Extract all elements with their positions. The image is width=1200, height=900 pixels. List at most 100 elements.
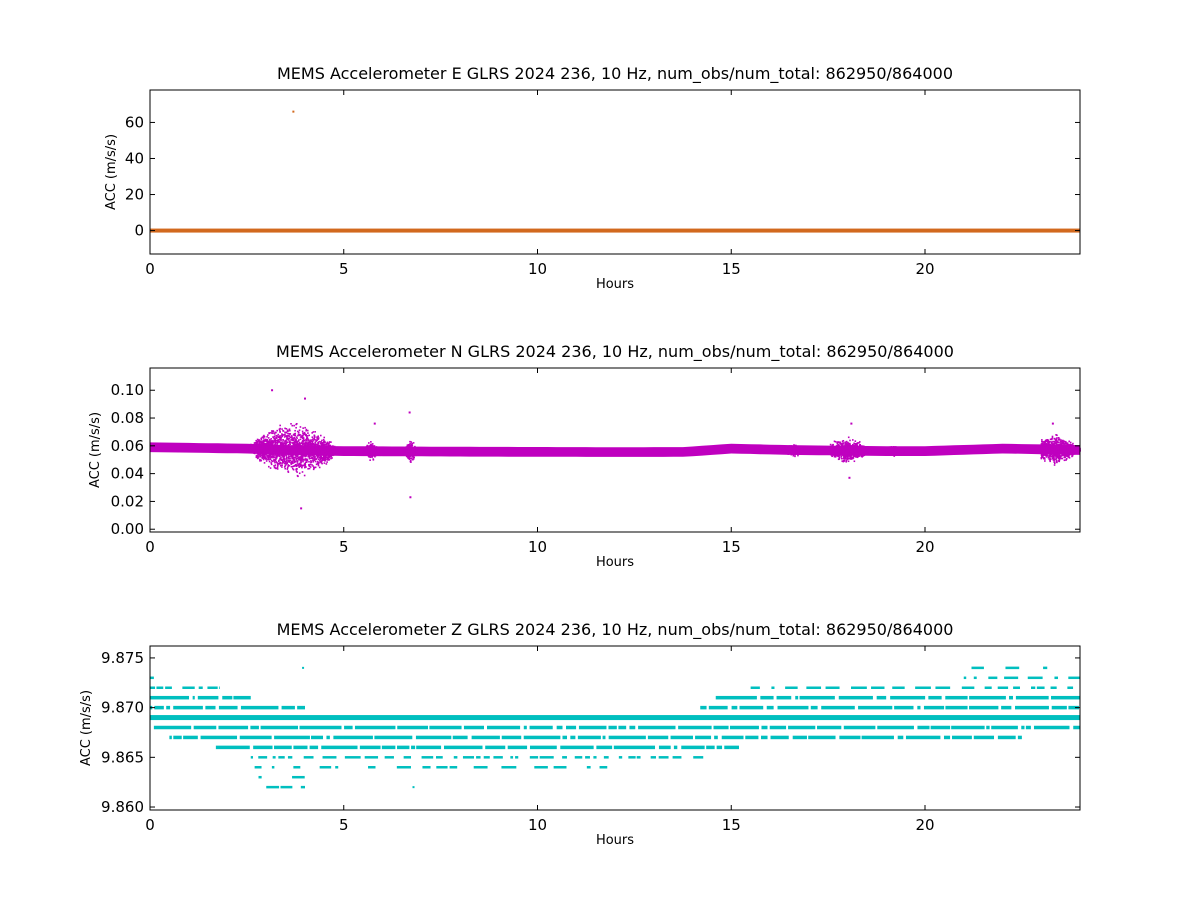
data-point xyxy=(409,442,411,445)
data-point xyxy=(295,468,297,471)
data-point xyxy=(277,462,279,465)
data-point xyxy=(317,447,319,450)
data-point xyxy=(250,447,252,449)
data-point xyxy=(293,436,296,439)
data-point xyxy=(321,452,324,454)
data-point xyxy=(255,447,258,449)
data-point xyxy=(834,452,837,454)
data-point xyxy=(331,454,334,457)
data-point xyxy=(285,457,288,460)
data-point xyxy=(410,443,413,446)
data-point xyxy=(325,442,327,445)
data-point xyxy=(364,452,366,455)
data-point xyxy=(309,466,312,468)
data-point xyxy=(406,445,409,448)
data-point xyxy=(275,457,277,459)
data-point xyxy=(279,424,281,427)
data-point xyxy=(318,451,321,453)
data-point xyxy=(270,459,273,462)
data-point xyxy=(409,448,411,450)
data-point xyxy=(863,452,866,455)
data-point xyxy=(282,441,284,443)
data-point xyxy=(316,437,318,439)
data-point xyxy=(294,445,296,447)
data-point xyxy=(407,452,410,454)
data-point xyxy=(311,457,313,459)
data-point xyxy=(371,450,374,453)
data-point xyxy=(840,454,843,456)
data-point xyxy=(300,436,303,438)
data-point xyxy=(848,451,850,454)
data-point xyxy=(329,450,331,453)
data-point xyxy=(411,450,414,453)
data-point xyxy=(413,456,415,459)
data-point xyxy=(851,446,854,449)
data-point xyxy=(317,448,319,451)
data-point xyxy=(270,448,272,451)
data-point xyxy=(836,442,839,444)
data-point xyxy=(280,442,283,445)
data-point xyxy=(305,461,308,463)
data-point xyxy=(300,451,303,454)
data-point xyxy=(853,454,856,456)
data-point xyxy=(314,452,317,455)
data-point xyxy=(797,452,800,455)
data-point xyxy=(251,451,254,454)
data-point xyxy=(286,452,288,454)
data-point xyxy=(848,445,851,448)
data-point xyxy=(364,448,366,450)
data-point xyxy=(301,451,304,454)
data-point xyxy=(845,452,848,455)
data-point xyxy=(847,446,850,449)
data-point xyxy=(281,433,283,435)
data-point xyxy=(305,438,307,441)
data-point xyxy=(267,446,269,449)
data-point xyxy=(333,446,336,449)
data-point xyxy=(313,446,315,449)
data-point xyxy=(276,461,278,464)
data-point xyxy=(253,446,256,448)
data-point xyxy=(260,440,262,443)
data-point xyxy=(335,452,337,455)
data-point xyxy=(309,442,311,445)
data-point xyxy=(287,439,290,441)
data-point xyxy=(320,461,323,464)
data-point xyxy=(793,444,795,446)
data-point xyxy=(273,466,276,469)
data-point xyxy=(286,438,288,441)
data-point xyxy=(843,449,846,452)
data-point xyxy=(291,424,294,427)
y-tick-label: 20 xyxy=(125,186,144,204)
data-point xyxy=(331,452,334,454)
data-point xyxy=(295,457,298,460)
data-point xyxy=(316,439,318,442)
data-point xyxy=(294,456,297,459)
data-point xyxy=(841,460,844,462)
data-point xyxy=(299,463,301,466)
data-point xyxy=(293,434,296,437)
data-point xyxy=(271,460,274,463)
data-point xyxy=(280,447,283,450)
data-point xyxy=(281,434,284,437)
data-point xyxy=(836,445,839,448)
data-point xyxy=(840,457,843,460)
data-point xyxy=(839,446,841,449)
data-point xyxy=(289,455,292,457)
data-point xyxy=(268,460,271,463)
panel-n: MEMS Accelerometer N GLRS 2024 236, 10 H… xyxy=(88,342,1081,570)
data-point xyxy=(280,456,282,459)
data-point xyxy=(367,454,370,457)
data-point xyxy=(260,451,263,453)
data-point xyxy=(299,465,302,468)
data-point xyxy=(363,449,366,451)
data-point xyxy=(283,450,286,452)
data-point xyxy=(263,442,266,445)
data-point xyxy=(303,459,306,461)
data-point xyxy=(861,446,864,449)
data-point xyxy=(412,458,415,460)
x-tick-label: 5 xyxy=(339,260,349,278)
data-point xyxy=(292,446,294,449)
data-point xyxy=(312,439,314,442)
data-point xyxy=(831,451,834,453)
data-point xyxy=(282,434,284,436)
